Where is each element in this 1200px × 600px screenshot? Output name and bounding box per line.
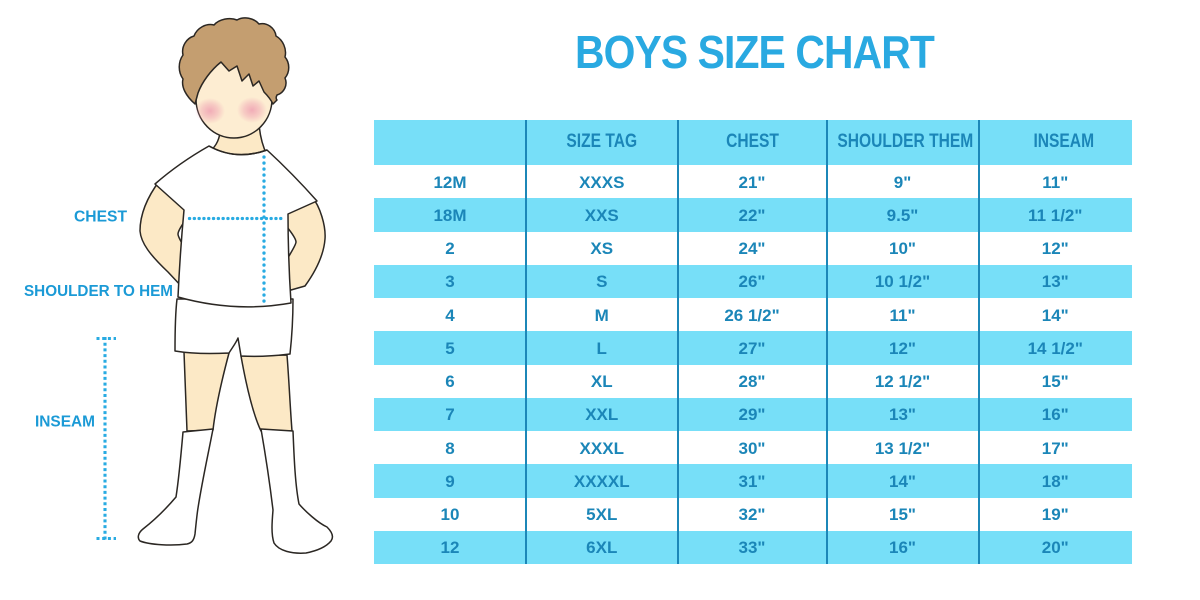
svg-text:CHEST: CHEST <box>74 209 127 226</box>
svg-text:SHOULDER TO HEM: SHOULDER TO HEM <box>24 283 173 300</box>
svg-text:INSEAM: INSEAM <box>35 414 95 431</box>
